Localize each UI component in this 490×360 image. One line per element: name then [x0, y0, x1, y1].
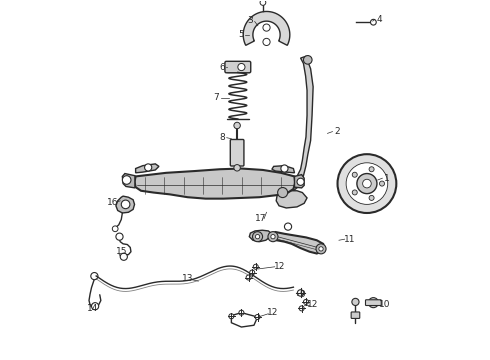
Circle shape	[112, 226, 118, 231]
Text: 4: 4	[377, 15, 382, 24]
Polygon shape	[135, 168, 295, 199]
Polygon shape	[283, 56, 313, 193]
Circle shape	[238, 63, 245, 71]
Circle shape	[338, 154, 396, 213]
Text: 12: 12	[307, 300, 319, 309]
Circle shape	[297, 178, 304, 185]
Circle shape	[299, 306, 304, 311]
Circle shape	[116, 233, 123, 240]
Circle shape	[370, 19, 376, 25]
Circle shape	[263, 39, 270, 45]
Circle shape	[368, 298, 378, 308]
Text: 11: 11	[344, 235, 355, 244]
Circle shape	[246, 275, 251, 280]
Text: 17: 17	[255, 214, 266, 223]
Circle shape	[255, 315, 260, 319]
Text: 3: 3	[247, 16, 253, 25]
Text: 15: 15	[116, 247, 127, 256]
Circle shape	[92, 303, 98, 310]
Circle shape	[363, 179, 371, 188]
Polygon shape	[271, 232, 324, 253]
Circle shape	[379, 181, 385, 186]
FancyBboxPatch shape	[225, 61, 251, 73]
Circle shape	[369, 167, 374, 172]
Text: 16: 16	[106, 198, 118, 207]
Circle shape	[234, 122, 240, 129]
Polygon shape	[122, 174, 135, 188]
Polygon shape	[116, 196, 135, 213]
Circle shape	[250, 270, 255, 275]
Circle shape	[278, 188, 288, 198]
Circle shape	[120, 253, 127, 260]
Polygon shape	[136, 164, 159, 173]
Circle shape	[357, 174, 377, 194]
Circle shape	[122, 200, 130, 209]
Circle shape	[229, 314, 234, 319]
Text: 2: 2	[334, 127, 340, 136]
Text: 5: 5	[238, 30, 244, 39]
Circle shape	[316, 244, 326, 254]
Circle shape	[252, 231, 263, 242]
Circle shape	[303, 300, 309, 305]
Circle shape	[145, 164, 152, 171]
Text: 14: 14	[87, 304, 98, 313]
Circle shape	[285, 223, 292, 230]
Text: 6: 6	[220, 63, 225, 72]
Circle shape	[319, 247, 323, 251]
FancyBboxPatch shape	[351, 312, 360, 319]
Text: 10: 10	[379, 300, 391, 309]
Text: 7: 7	[214, 93, 219, 102]
Circle shape	[352, 298, 359, 306]
Circle shape	[260, 0, 266, 5]
Circle shape	[369, 195, 374, 201]
Text: 12: 12	[267, 308, 279, 317]
Polygon shape	[243, 12, 290, 45]
Circle shape	[303, 55, 312, 64]
Polygon shape	[272, 166, 294, 173]
Circle shape	[234, 165, 240, 171]
Circle shape	[297, 290, 304, 296]
Polygon shape	[249, 230, 272, 242]
Circle shape	[239, 310, 244, 315]
FancyBboxPatch shape	[366, 300, 381, 306]
Text: 1: 1	[384, 174, 390, 183]
Text: 12: 12	[274, 262, 286, 271]
Circle shape	[255, 234, 260, 239]
Text: 8: 8	[220, 133, 225, 142]
Polygon shape	[294, 175, 304, 188]
Circle shape	[91, 273, 98, 280]
FancyBboxPatch shape	[230, 139, 244, 166]
Circle shape	[281, 165, 288, 172]
Circle shape	[346, 163, 388, 204]
Polygon shape	[276, 189, 307, 208]
Circle shape	[352, 172, 357, 177]
Circle shape	[122, 176, 131, 184]
Circle shape	[263, 24, 270, 31]
Text: 13: 13	[182, 274, 194, 283]
Circle shape	[271, 234, 275, 239]
Circle shape	[253, 264, 258, 269]
Circle shape	[352, 190, 357, 195]
Circle shape	[268, 231, 278, 242]
Text: 9: 9	[299, 290, 305, 299]
